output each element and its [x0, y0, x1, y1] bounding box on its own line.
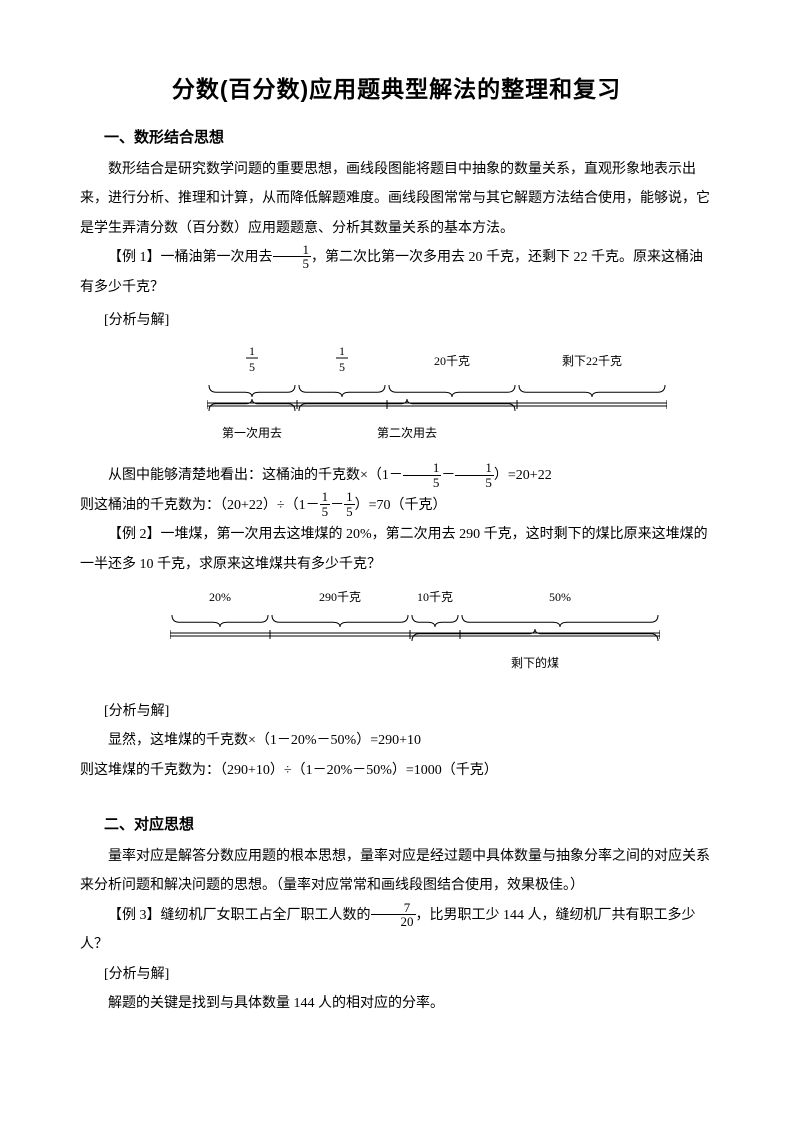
- ex1-problem: 【例 1】一桶油第一次用去15，第二次比第一次多用去 20 千克，还剩下 22 …: [80, 243, 713, 302]
- section2-para1: 量率对应是解答分数应用题的根本思想，量率对应是经过题中具体数量与抽象分率之间的对…: [80, 842, 713, 901]
- svg-text:290千克: 290千克: [319, 590, 361, 604]
- svg-text:5: 5: [339, 360, 345, 374]
- svg-text:1: 1: [249, 345, 255, 358]
- section2-heading: 二、对应思想: [104, 813, 713, 834]
- page-title: 分数(百分数)应用题典型解法的整理和复习: [80, 70, 713, 104]
- ex2-line1: 显然，这堆煤的千克数×（1－20%－50%）=290+10: [80, 726, 713, 755]
- ex2-text: 一堆煤，第一次用去这堆煤的 20%，第二次用去 290 千克，这时剩下的煤比原来…: [80, 527, 708, 571]
- svg-text:50%: 50%: [549, 590, 571, 604]
- frac-icon: 15: [320, 490, 331, 518]
- ex3-problem: 【例 3】缝纫机厂女职工占全厂职工人数的720，比男职工少 144 人，缝纫机厂…: [80, 901, 713, 960]
- svg-text:20千克: 20千克: [433, 354, 469, 368]
- svg-text:剩下22千克: 剩下22千克: [561, 354, 621, 368]
- frac-icon: 15: [455, 461, 494, 489]
- ex2-label: 【例 2】: [108, 527, 161, 542]
- section1-heading: 一、数形结合思想: [104, 126, 713, 147]
- ex1-label: 【例 1】: [108, 250, 161, 265]
- ex2-diagram: 20% 290千克 10千克 50% 剩下的煤: [80, 589, 713, 689]
- ex3-line1: 解题的关键是找到与具体数量 144 人的相对应的分率。: [80, 989, 713, 1018]
- frac-icon: 15: [344, 490, 355, 518]
- ex1-diagram: 1 5 1 5 20千克 剩下22千克第一次用去 第二次用去: [80, 345, 713, 455]
- ex2-analysis-label: [分析与解]: [104, 697, 713, 726]
- ex1-analysis-label: [分析与解]: [104, 306, 713, 335]
- ex1-frac: 15: [273, 243, 312, 271]
- ex2-problem: 【例 2】一堆煤，第一次用去这堆煤的 20%，第二次用去 290 千克，这时剩下…: [80, 520, 713, 579]
- svg-text:10千克: 10千克: [417, 590, 453, 604]
- ex3-label: 【例 3】: [108, 908, 161, 923]
- ex2-diagram-svg: 20% 290千克 10千克 50% 剩下的煤: [170, 589, 660, 689]
- svg-text:20%: 20%: [209, 590, 231, 604]
- ex1-text-before: 一桶油第一次用去: [161, 250, 273, 265]
- frac-icon: 15: [403, 461, 442, 489]
- svg-text:第二次用去: 第二次用去: [376, 426, 436, 440]
- spacer: [80, 785, 713, 805]
- section1-para1: 数形结合是研究数学问题的重要思想，画线段图能将题目中抽象的数量关系，直观形象地表…: [80, 155, 713, 243]
- ex3-analysis-label: [分析与解]: [104, 960, 713, 989]
- ex3-frac: 720: [371, 901, 416, 929]
- ex1-diagram-svg: 1 5 1 5 20千克 剩下22千克第一次用去 第二次用去: [207, 345, 667, 455]
- ex1-line1: 从图中能够清楚地看出：这桶油的千克数×（1－15－15）=20+22: [80, 461, 713, 490]
- svg-text:5: 5: [249, 360, 255, 374]
- svg-text:剩下的煤: 剩下的煤: [511, 655, 559, 670]
- ex2-line2: 则这堆煤的千克数为：（290+10）÷（1－20%－50%）=1000（千克）: [80, 756, 713, 785]
- svg-text:第一次用去: 第一次用去: [221, 426, 281, 440]
- svg-text:1: 1: [339, 345, 345, 358]
- page: 分数(百分数)应用题典型解法的整理和复习 一、数形结合思想 数形结合是研究数学问…: [0, 0, 793, 1122]
- ex3-text-before: 缝纫机厂女职工占全厂职工人数的: [161, 908, 371, 923]
- ex1-line2: 则这桶油的千克数为：（20+22）÷（1－15－15）=70（千克）: [80, 491, 713, 520]
